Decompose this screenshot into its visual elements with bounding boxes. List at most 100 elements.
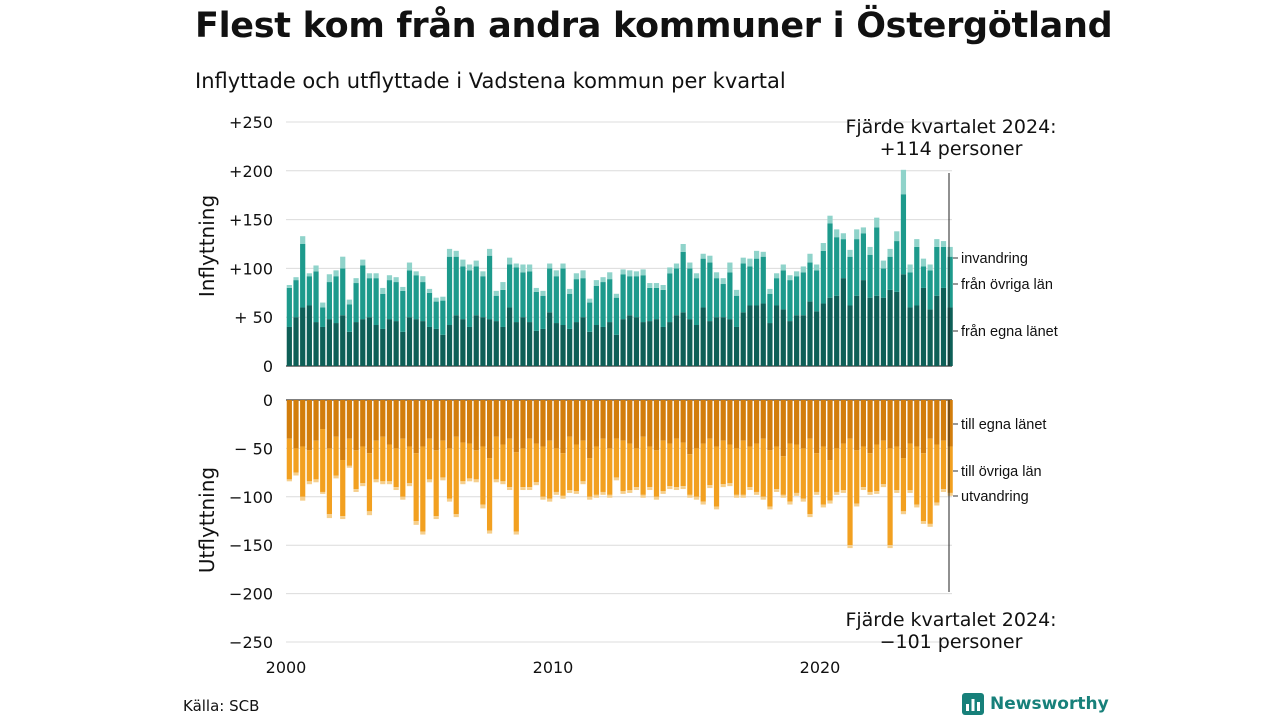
bar-inflow xyxy=(460,319,466,366)
bar-outflow xyxy=(587,458,593,497)
bar-inflow xyxy=(486,319,493,366)
bar-inflow xyxy=(807,262,813,302)
bar-outflow xyxy=(560,495,566,499)
bar-inflow xyxy=(874,227,880,296)
bar-inflow xyxy=(927,270,933,310)
bar-inflow xyxy=(500,326,506,366)
bar-inflow xyxy=(433,297,439,302)
bar-outflow xyxy=(827,400,833,461)
bar-inflow xyxy=(880,260,887,269)
bar-inflow xyxy=(607,279,613,323)
bar-inflow xyxy=(453,250,459,257)
bar-outflow xyxy=(366,400,373,454)
bar-outflow xyxy=(446,448,453,499)
bar-inflow xyxy=(547,268,553,313)
bar-outflow xyxy=(306,450,312,482)
bar-outflow xyxy=(800,498,806,502)
bar-inflow xyxy=(587,298,593,303)
series-label-outflow: till övriga län xyxy=(961,464,1042,480)
bar-inflow xyxy=(473,266,479,316)
bar-inflow xyxy=(693,325,700,366)
bar-inflow xyxy=(840,278,846,366)
bar-inflow xyxy=(466,264,473,271)
bar-outflow xyxy=(466,478,473,482)
bar-outflow xyxy=(747,400,753,447)
bar-outflow xyxy=(533,482,539,486)
bar-inflow xyxy=(720,284,726,318)
bar-inflow xyxy=(934,295,940,366)
bar-outflow xyxy=(326,448,332,515)
bar-inflow xyxy=(780,264,786,271)
bar-outflow xyxy=(920,400,927,454)
bar-inflow xyxy=(687,262,693,269)
bar-inflow xyxy=(867,246,873,255)
bar-outflow xyxy=(513,400,519,453)
bar-inflow xyxy=(353,322,359,366)
bar-inflow xyxy=(406,317,413,366)
bar-inflow xyxy=(366,273,373,279)
bar-outflow xyxy=(920,453,927,521)
bar-inflow xyxy=(326,282,332,320)
bar-inflow xyxy=(453,256,459,316)
bar-inflow xyxy=(420,321,426,366)
bar-outflow xyxy=(847,400,853,439)
bar-outflow xyxy=(360,446,366,484)
bar-outflow xyxy=(733,400,740,449)
bar-inflow xyxy=(426,292,433,327)
bar-inflow xyxy=(473,315,479,366)
bar-outflow xyxy=(440,477,446,481)
bar-inflow xyxy=(727,319,733,366)
bar-outflow xyxy=(313,400,319,441)
bar-outflow xyxy=(373,440,379,480)
bar-outflow xyxy=(486,400,493,459)
bar-outflow xyxy=(460,481,466,485)
bar-outflow xyxy=(473,400,479,451)
bar-inflow xyxy=(840,233,846,240)
bar-outflow xyxy=(934,400,940,445)
bar-inflow xyxy=(947,246,953,257)
bar-outflow xyxy=(613,400,620,439)
bar-outflow xyxy=(486,458,493,531)
bar-outflow xyxy=(286,438,292,480)
bar-outflow xyxy=(920,521,927,524)
bar-outflow xyxy=(520,448,526,488)
bar-inflow xyxy=(940,241,947,247)
bar-outflow xyxy=(860,446,866,488)
bar-inflow xyxy=(620,269,626,275)
bar-inflow xyxy=(774,305,780,366)
bar-outflow xyxy=(353,489,359,492)
bar-inflow xyxy=(747,258,753,267)
bar-inflow xyxy=(780,270,786,310)
newsworthy-logo[interactable]: Newsworthy xyxy=(962,693,1109,715)
bar-outflow xyxy=(346,438,353,466)
bar-outflow xyxy=(794,492,800,496)
bar-outflow xyxy=(400,438,406,497)
bar-inflow xyxy=(406,270,413,318)
bar-inflow xyxy=(300,307,306,366)
bar-outflow xyxy=(880,400,887,441)
bar-outflow xyxy=(907,443,913,491)
bar-outflow xyxy=(827,460,833,501)
chart-subtitle: Inflyttade och utflyttade i Vadstena kom… xyxy=(195,69,786,93)
y-axis-label-inflow: Inflyttning xyxy=(195,195,219,297)
bar-outflow xyxy=(553,448,559,492)
bar-outflow xyxy=(907,490,913,493)
bar-inflow xyxy=(733,289,740,296)
bar-outflow xyxy=(827,500,833,504)
bar-inflow xyxy=(360,265,366,320)
bar-inflow xyxy=(386,275,393,281)
bar-outflow xyxy=(800,400,806,449)
bar-outflow xyxy=(527,400,533,439)
bar-outflow xyxy=(834,491,840,495)
bar-outflow xyxy=(700,443,706,502)
bar-outflow xyxy=(814,453,820,492)
bar-outflow xyxy=(667,443,673,487)
bar-outflow xyxy=(607,400,613,449)
bar-inflow xyxy=(340,268,346,316)
bar-inflow xyxy=(760,251,766,257)
bar-inflow xyxy=(366,317,373,366)
bar-inflow xyxy=(480,276,486,318)
bar-outflow xyxy=(814,400,820,454)
bar-outflow xyxy=(774,446,780,490)
y-axis-label-outflow: Utflyttning xyxy=(195,467,219,573)
